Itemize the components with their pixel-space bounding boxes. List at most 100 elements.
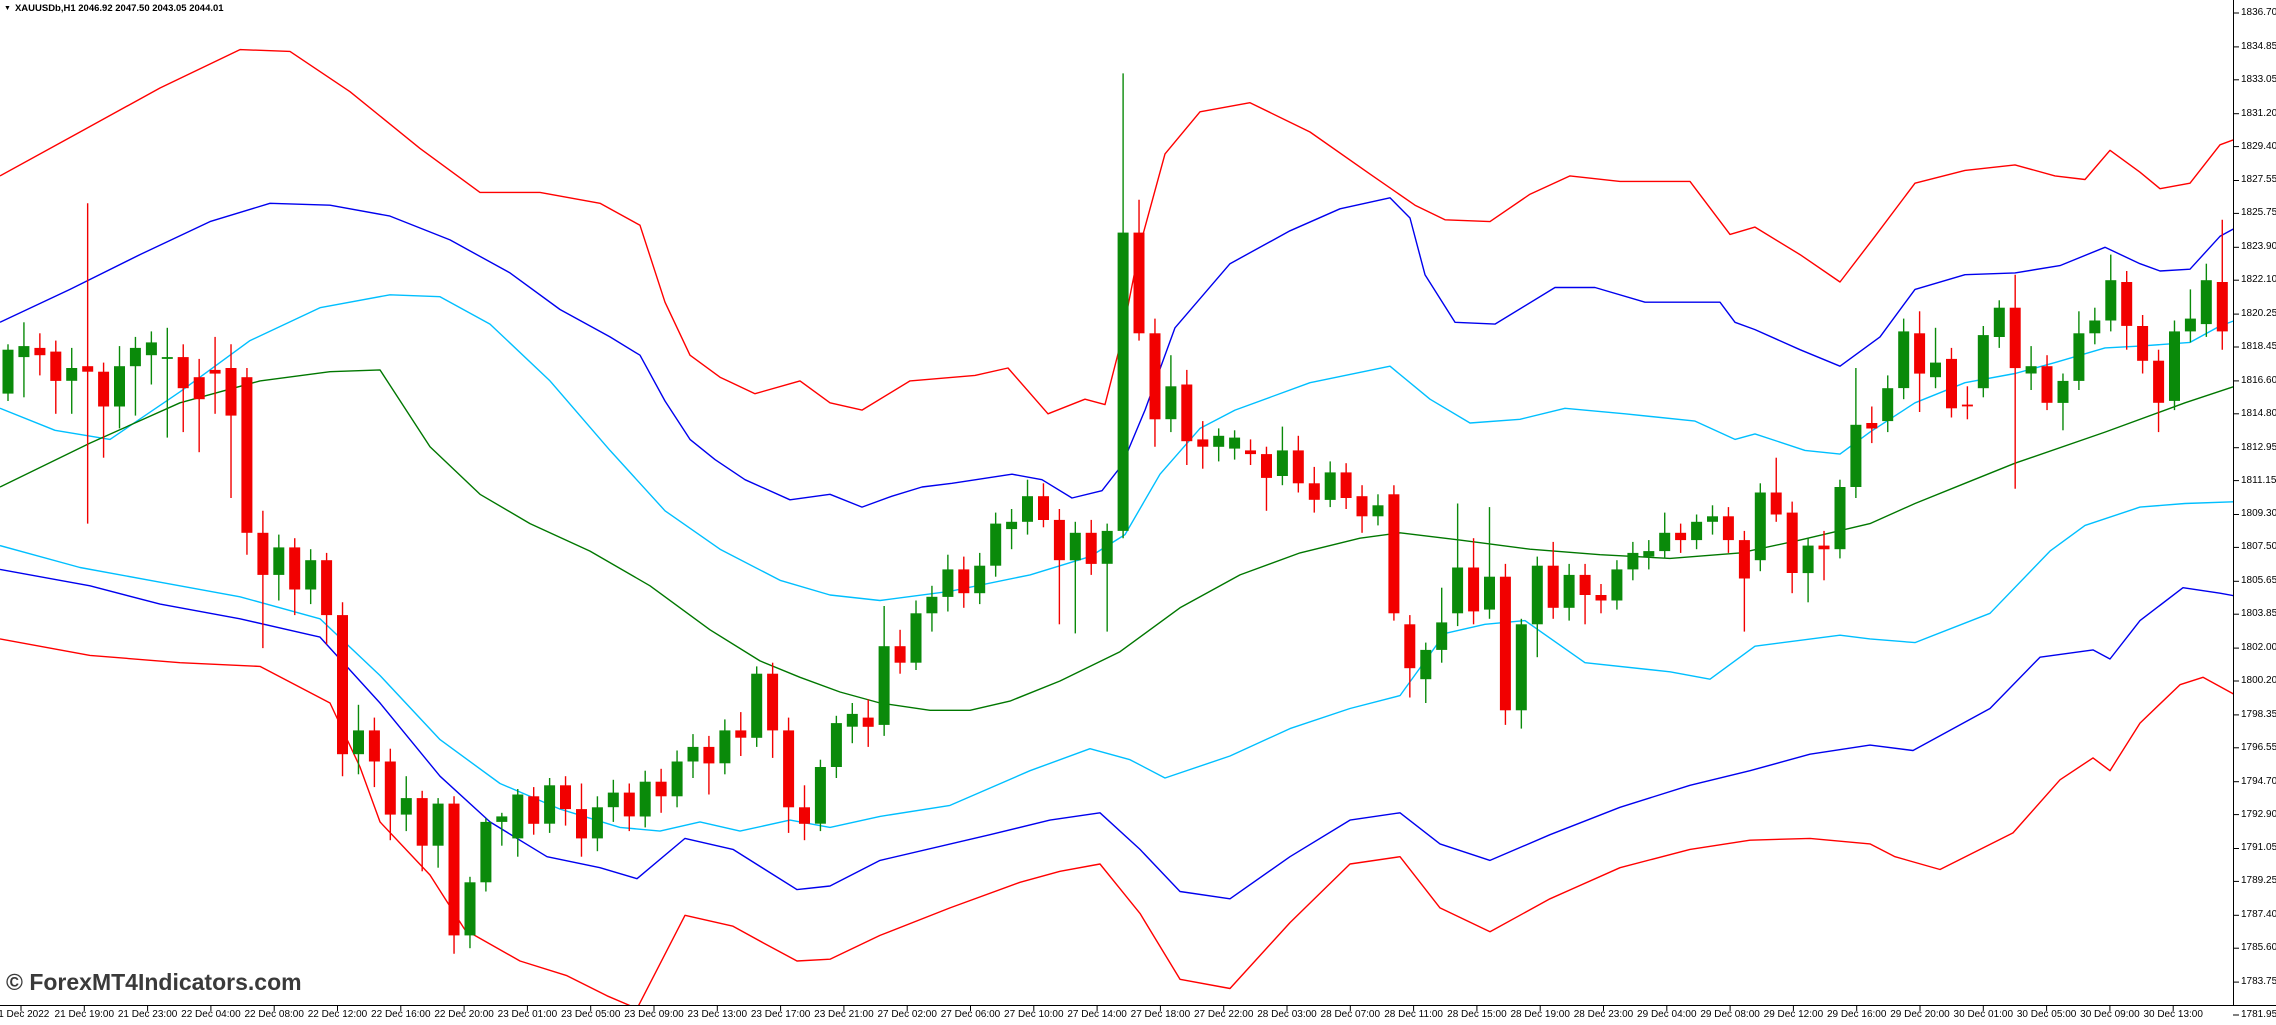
candle — [1707, 505, 1718, 535]
candle-body-bear — [1308, 483, 1320, 500]
candle — [1611, 560, 1623, 610]
candle-body-bull — [432, 803, 444, 846]
price-label: 1829.40 — [2241, 140, 2276, 152]
candle-body-bear — [1053, 519, 1065, 561]
candle-body-bear — [50, 351, 62, 381]
candle-body-bear — [1085, 532, 1097, 564]
candle — [305, 549, 317, 605]
candle-body-bull — [1643, 551, 1655, 557]
price-label: 1796.55 — [2241, 741, 2276, 753]
candle — [114, 346, 125, 429]
candle-body-bull — [1484, 576, 1495, 610]
candle — [958, 556, 970, 608]
candle — [496, 812, 508, 846]
candle — [384, 748, 396, 841]
time-label: 30 Dec 09:00 — [2080, 1009, 2140, 1020]
time-label: 27 Dec 22:00 — [1193, 1009, 1254, 1020]
watermark: © ForexMT4Indicators.com — [6, 969, 302, 995]
candle-body-bull — [464, 882, 476, 936]
candle-body-bear — [193, 377, 205, 400]
candle — [1961, 386, 1973, 420]
candle-body-bear — [862, 717, 874, 727]
candle — [1531, 556, 1543, 658]
candle-body-bear — [98, 371, 110, 407]
candle-body-bear — [384, 761, 396, 815]
price-label: 1785.60 — [2241, 942, 2276, 954]
candle-body-bear — [209, 369, 221, 374]
candle — [799, 785, 810, 841]
candle — [1372, 494, 1384, 526]
time-label: 27 Dec 14:00 — [1067, 1009, 1127, 1020]
candle-body-bull — [305, 560, 317, 590]
candle — [1229, 430, 1241, 460]
time-label: 21 Dec 2022 — [0, 1009, 50, 1020]
candle-body-bull — [687, 746, 699, 762]
symbol-info[interactable]: ▼ XAUUSDb,H1 2046.92 2047.50 2043.05 204… — [4, 2, 224, 14]
candle — [1324, 461, 1336, 508]
time-label: 21 Dec 19:00 — [54, 1009, 115, 1020]
candle — [2169, 320, 2180, 411]
candle — [145, 331, 157, 385]
candle — [1659, 512, 1671, 559]
candle — [480, 818, 492, 892]
plot-area[interactable] — [0, 48, 2240, 1009]
candle-body-bear — [241, 377, 253, 533]
band-blue-lower — [0, 568, 2233, 900]
candle — [1547, 541, 1559, 619]
candle-body-bull — [1420, 649, 1432, 680]
candle-body-bull — [1930, 362, 1941, 378]
candle — [1340, 463, 1352, 509]
time-label: 28 Dec 03:00 — [1257, 1009, 1317, 1020]
candle-body-bull — [671, 761, 683, 797]
candle-body-bear — [1722, 516, 1734, 541]
candle-body-bull — [942, 569, 954, 597]
symbol-dropdown-icon[interactable]: ▼ — [4, 4, 11, 12]
price-label: 1789.25 — [2241, 875, 2276, 887]
candle-body-bear — [703, 746, 715, 764]
candle — [225, 344, 237, 498]
candle-body-bear — [894, 646, 906, 663]
candle — [1675, 523, 1687, 553]
candle-body-bull — [1977, 335, 1989, 389]
candle-body-bull — [2169, 331, 2180, 401]
candle — [2057, 373, 2069, 431]
candle — [1069, 521, 1081, 634]
candle — [735, 712, 747, 756]
candle — [448, 796, 460, 954]
candle-body-bull — [145, 342, 157, 356]
candle-body-bull — [544, 785, 556, 824]
candle — [1149, 318, 1161, 447]
time-label: 22 Dec 04:00 — [181, 1009, 241, 1020]
candle-body-bull — [1691, 521, 1703, 541]
candle — [2089, 307, 2101, 345]
candle — [687, 734, 699, 778]
candle — [591, 796, 603, 852]
candle-body-bear — [1961, 404, 1973, 407]
candle — [1722, 507, 1734, 553]
time-label: 23 Dec 17:00 — [750, 1009, 811, 1020]
candle-body-bull — [1707, 516, 1718, 522]
time-label: 21 Dec 23:00 — [117, 1009, 178, 1020]
candle-body-bear — [448, 803, 460, 936]
candle-body-bear — [1197, 439, 1209, 447]
candle-body-bull — [1276, 450, 1288, 476]
candle — [1977, 326, 1989, 398]
candle — [607, 779, 619, 822]
time-label: 28 Dec 23:00 — [1573, 1009, 1634, 1020]
candle-body-bull — [1834, 487, 1846, 550]
candle — [18, 322, 30, 398]
candle — [1133, 199, 1145, 341]
candle — [655, 768, 667, 813]
candle-body-bull — [814, 767, 826, 824]
candle — [1006, 509, 1018, 550]
candle — [98, 362, 110, 458]
price-label: 1827.55 — [2241, 174, 2276, 186]
candle — [1468, 538, 1480, 625]
candle-body-bear — [655, 781, 667, 797]
candle — [783, 717, 795, 833]
candle-body-bull — [273, 547, 285, 575]
time-label: 23 Dec 13:00 — [687, 1009, 748, 1020]
candle-body-bull — [846, 713, 858, 727]
